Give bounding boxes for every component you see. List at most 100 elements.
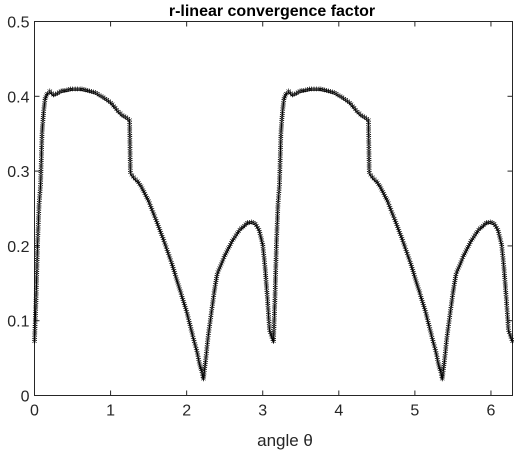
- data-point-marker: *: [36, 205, 42, 218]
- data-point-marker: *: [144, 193, 150, 206]
- data-point-marker: *: [51, 90, 57, 103]
- data-point-marker: *: [326, 86, 332, 99]
- data-point-marker: *: [273, 270, 279, 283]
- data-point-marker: *: [343, 95, 349, 108]
- data-point-marker: *: [36, 207, 42, 220]
- data-point-marker: *: [452, 278, 458, 291]
- data-point-marker: *: [209, 302, 215, 315]
- data-point-marker: *: [203, 354, 209, 367]
- data-point-marker: *: [34, 283, 40, 296]
- data-point-marker: *: [366, 138, 372, 151]
- data-point-marker: *: [508, 333, 514, 346]
- data-point-marker: *: [81, 85, 87, 98]
- data-point-marker: *: [277, 174, 283, 187]
- data-point-marker: *: [201, 368, 207, 381]
- data-point-marker: *: [450, 289, 456, 302]
- data-point-marker: *: [195, 348, 201, 361]
- data-point-marker: *: [481, 221, 487, 234]
- data-point-marker: *: [433, 346, 439, 359]
- data-point-marker: *: [501, 260, 507, 273]
- data-point-marker: *: [36, 202, 42, 215]
- data-point-marker: *: [47, 87, 53, 100]
- x-tick-label: 6: [487, 403, 496, 420]
- data-point-marker: *: [278, 128, 284, 141]
- data-point-marker: *: [400, 236, 406, 249]
- data-point-marker: *: [460, 253, 466, 266]
- data-point-marker: *: [40, 113, 46, 126]
- data-point-marker: *: [257, 227, 263, 240]
- data-point-marker: *: [278, 132, 284, 145]
- data-point-marker: *: [139, 183, 145, 196]
- data-point-marker: *: [38, 185, 44, 198]
- data-point-marker: *: [42, 100, 48, 113]
- data-point-marker: *: [38, 165, 44, 178]
- data-point-marker: *: [34, 270, 40, 283]
- data-point-marker: *: [165, 247, 171, 260]
- data-point-marker: *: [412, 272, 418, 285]
- data-point-marker: *: [383, 193, 389, 206]
- data-point-marker: *: [266, 312, 272, 325]
- data-point-marker: *: [364, 114, 370, 127]
- data-point-marker: *: [478, 224, 484, 237]
- data-point-marker: *: [260, 240, 266, 253]
- data-point-marker: *: [162, 238, 168, 251]
- data-point-marker: *: [210, 298, 216, 311]
- data-point-marker: *: [276, 191, 282, 204]
- data-point-marker: *: [375, 178, 381, 191]
- data-point-marker: *: [272, 294, 278, 307]
- data-point-marker: *: [169, 260, 175, 273]
- data-point-marker: *: [271, 322, 277, 335]
- data-point-marker: *: [453, 270, 459, 283]
- data-point-marker: *: [211, 291, 217, 304]
- data-point-marker: *: [156, 222, 162, 235]
- data-point-marker: *: [180, 295, 186, 308]
- data-point-marker: *: [339, 93, 345, 106]
- data-point-marker: *: [417, 289, 423, 302]
- data-point-marker: *: [436, 360, 442, 373]
- data-point-marker: *: [188, 322, 194, 335]
- data-point-marker: *: [430, 335, 436, 348]
- data-point-marker: *: [41, 111, 47, 124]
- data-point-marker: *: [35, 249, 41, 262]
- data-point-marker: *: [201, 372, 207, 385]
- data-point-marker: *: [128, 166, 134, 179]
- data-point-marker: *: [66, 85, 72, 98]
- data-point-marker: *: [507, 330, 513, 343]
- axis-ticks: 0 1 2 3 4 5 6 0 0.1 0.2 0.3 0.4 0.5: [7, 15, 513, 420]
- data-point-marker: *: [203, 351, 209, 364]
- data-point-marker: *: [235, 229, 241, 242]
- data-point-marker: *: [443, 347, 449, 360]
- data-point-marker: *: [181, 299, 187, 312]
- data-point-marker: *: [408, 258, 414, 271]
- data-point-marker: *: [288, 88, 294, 101]
- y-tick-label: 0: [21, 389, 30, 406]
- data-point-marker: *: [280, 105, 286, 118]
- data-point-marker: *: [34, 255, 40, 268]
- data-point-marker: *: [416, 287, 422, 300]
- data-point-marker: *: [41, 109, 47, 122]
- data-point-marker: *: [441, 362, 447, 375]
- data-point-marker: *: [272, 287, 278, 300]
- data-point-marker: *: [274, 236, 280, 249]
- data-point-marker: *: [272, 285, 278, 298]
- data-point-marker: *: [39, 154, 45, 167]
- data-point-marker: *: [489, 218, 495, 231]
- data-point-marker: *: [444, 338, 450, 351]
- data-point-marker: *: [279, 124, 285, 137]
- data-point-marker: *: [206, 329, 212, 342]
- data-point-marker: *: [93, 88, 99, 101]
- data-point-marker: *: [35, 224, 41, 237]
- data-point-marker: *: [455, 266, 461, 279]
- data-point-marker: *: [305, 85, 311, 98]
- data-point-marker: *: [265, 292, 271, 305]
- data-point-marker: *: [303, 85, 309, 98]
- data-point-marker: *: [486, 218, 492, 231]
- data-point-marker: *: [34, 253, 40, 266]
- data-point-marker: *: [277, 163, 283, 176]
- data-point-marker: *: [45, 89, 51, 102]
- data-point-marker: *: [316, 84, 322, 97]
- data-point-marker: *: [350, 101, 356, 114]
- data-point-marker: *: [366, 151, 372, 164]
- data-point-marker: *: [166, 249, 172, 262]
- data-point-marker: *: [366, 166, 372, 179]
